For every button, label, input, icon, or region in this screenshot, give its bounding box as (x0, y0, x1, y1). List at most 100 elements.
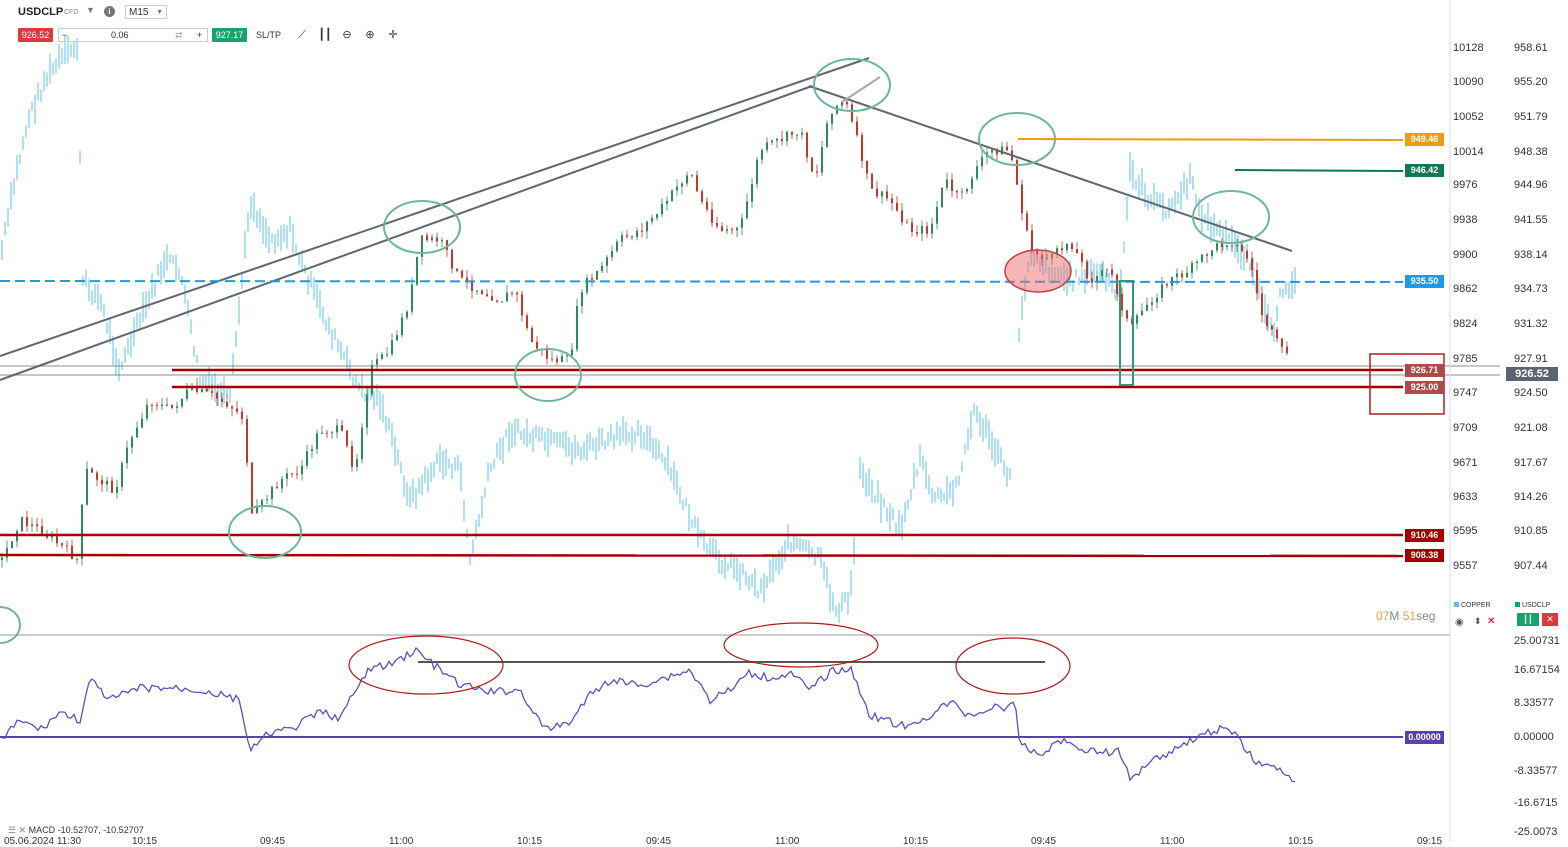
zoom-in-icon[interactable]: ⊕ (365, 29, 375, 41)
candle-body (266, 498, 268, 501)
candle-body (591, 278, 593, 280)
candle-body (186, 389, 188, 399)
candle-body (1211, 250, 1213, 256)
candle-body (516, 292, 518, 295)
candle-body (751, 183, 753, 202)
candlestick-icon[interactable]: ┃┃ (1517, 613, 1539, 626)
crosshair-icon[interactable]: ✛ (388, 29, 398, 41)
info-icon[interactable]: i (104, 6, 115, 17)
eye-icon[interactable]: ◉ (1455, 617, 1464, 628)
candle-body (971, 178, 973, 189)
price-tag[interactable]: 926.71 (1405, 364, 1444, 377)
price-label: 938.14 (1514, 249, 1548, 261)
price-label: 958.61 (1514, 42, 1548, 54)
quantity-input[interactable]: 0.06 (111, 30, 129, 40)
candle-body (31, 524, 33, 527)
price-label: 10090 (1453, 76, 1484, 88)
candle-body (386, 354, 388, 356)
candle-body (401, 317, 403, 336)
minor-trendline (841, 76, 881, 103)
candle-body (286, 473, 288, 479)
candle-body (1106, 269, 1108, 271)
candle-body (816, 171, 818, 173)
price-label: 9747 (1453, 387, 1478, 399)
price-tag[interactable]: 908.38 (1405, 549, 1444, 562)
candle-body (441, 240, 443, 242)
price-tag[interactable]: 935.50 (1405, 275, 1444, 288)
candle-body (91, 468, 93, 473)
buy-button[interactable]: 927.17 (212, 28, 247, 42)
timer-seg: seg (1416, 609, 1436, 623)
symbol-name[interactable]: USDCLP (18, 6, 64, 18)
candle-body (1016, 159, 1018, 185)
candle-body (526, 315, 528, 329)
candle-body (561, 356, 563, 362)
candle-body (456, 268, 458, 271)
quantity-stepper[interactable]: − 0.06 ⇄ + (58, 28, 208, 42)
price-tag[interactable]: 910.46 (1405, 529, 1444, 542)
level-949-46 (1017, 138, 1404, 141)
candle-body (976, 166, 978, 179)
candle-body (1166, 284, 1168, 286)
candle-body (116, 486, 118, 493)
legend-copper[interactable]: COPPER (1454, 602, 1491, 609)
candle-body (366, 394, 368, 428)
candle-body (1266, 315, 1268, 326)
price-label: 9785 (1453, 353, 1478, 365)
macd-zero-tag: 0.00000 (1405, 731, 1444, 744)
price-label: 927.91 (1514, 353, 1548, 365)
sltp-button[interactable]: SL/TP (256, 30, 282, 40)
close-icon[interactable]: ✕ (1487, 616, 1496, 627)
candle-body (416, 256, 418, 285)
candlestick-icon[interactable]: ┃┃ (318, 29, 332, 41)
macd-axis-label: -8.33577 (1514, 765, 1558, 777)
candle-body (1006, 146, 1008, 151)
price-tag[interactable]: 946.42 (1405, 164, 1444, 177)
macd-values: MACD -10.52707, -10.52707 (28, 825, 144, 835)
swap-icon[interactable]: ⇄ (175, 30, 183, 40)
level-908-38 (0, 553, 1404, 558)
candle-body (151, 404, 153, 406)
settings-icon[interactable]: ☰ ✕ (8, 825, 27, 835)
candle-body (26, 517, 28, 527)
candle-body (1271, 325, 1273, 330)
candle-body (896, 202, 898, 211)
timeframe-select[interactable]: M15 ▼ (125, 5, 167, 19)
candle-body (461, 270, 463, 278)
candle-body (941, 187, 943, 207)
trendline-icon[interactable]: ⟋ (298, 29, 306, 41)
candle-body (641, 230, 643, 232)
decrease-button[interactable]: − (62, 30, 68, 40)
candle-body (691, 175, 693, 177)
macd-axis-label: -25.0073 (1514, 826, 1558, 838)
candle-body (51, 535, 53, 538)
candle-body (476, 290, 478, 292)
candle-body (606, 257, 608, 266)
candle-body (831, 113, 833, 124)
legend-usdclp[interactable]: USDCLP (1515, 602, 1550, 609)
trendlines (0, 57, 1293, 381)
zoom-out-icon[interactable]: ⊖ (342, 29, 352, 41)
price-tag[interactable]: 925.00 (1405, 381, 1444, 394)
candle-body (776, 138, 778, 141)
candle-body (771, 140, 773, 143)
macd-line (1, 646, 1296, 783)
candle-body (656, 214, 658, 218)
candle-body (1196, 261, 1198, 264)
candle-body (966, 188, 968, 192)
chevron-down-icon[interactable]: ▼ (86, 5, 95, 15)
candle-body (201, 389, 203, 392)
reorder-icon[interactable]: ⬍ (1474, 616, 1482, 626)
candle-body (661, 203, 663, 215)
macd-indicator-label[interactable]: ☰ ✕ MACD -10.52707, -10.52707 (8, 825, 144, 836)
candle-body (996, 149, 998, 155)
sell-button[interactable]: 926.52 (18, 28, 53, 42)
price-label: 9595 (1453, 525, 1478, 537)
increase-button[interactable]: + (197, 30, 203, 40)
close-icon[interactable]: ✕ (1542, 613, 1558, 626)
candle-body (846, 101, 848, 105)
candle-body (781, 138, 783, 142)
price-tag[interactable]: 949.46 (1405, 133, 1444, 146)
highlight-ellipse-red (1004, 249, 1072, 293)
